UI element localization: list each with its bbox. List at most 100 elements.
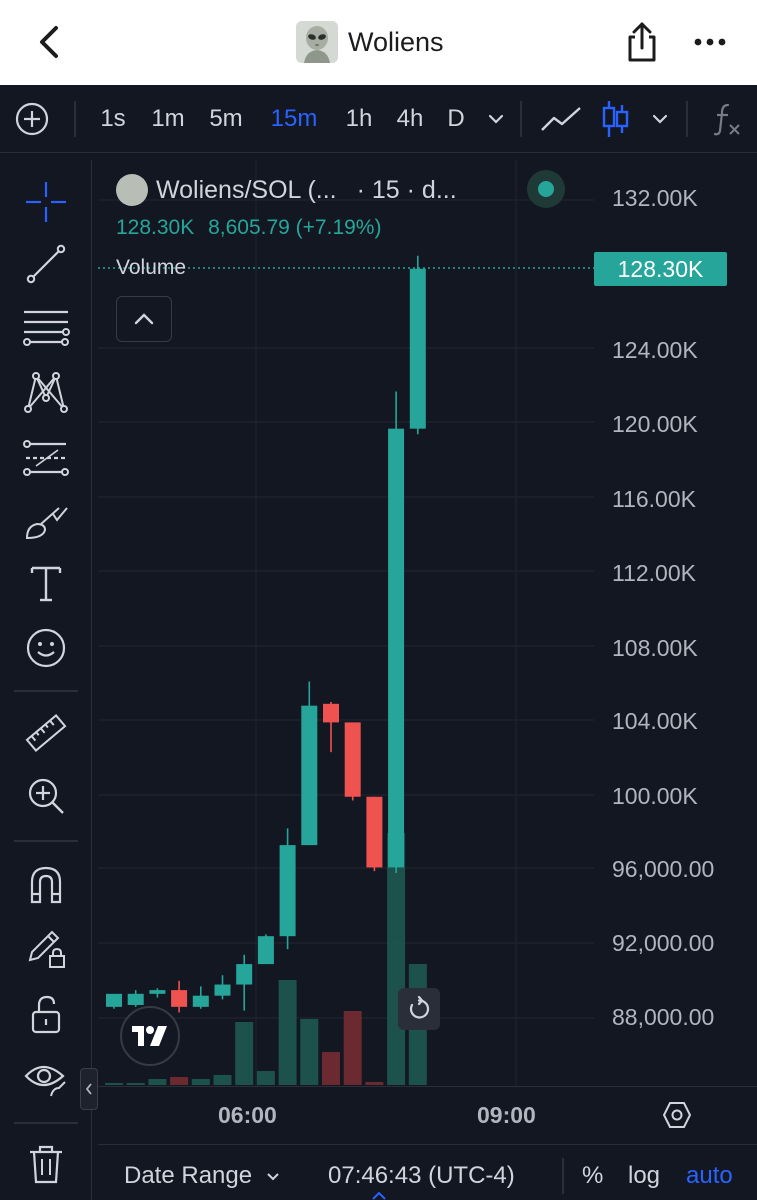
app-header: Woliens — [0, 0, 757, 85]
volume-bar — [191, 1079, 210, 1085]
line-chart-icon — [541, 107, 581, 131]
add-symbol-button[interactable] — [12, 85, 52, 153]
chart-type-dropdown[interactable] — [648, 85, 672, 153]
brush-tool[interactable] — [18, 494, 74, 550]
candle-body — [236, 964, 253, 985]
volume-bar — [300, 1019, 319, 1085]
hide-drawings-tool[interactable] — [18, 1050, 74, 1106]
candle-body — [257, 936, 274, 965]
tools-divider — [14, 840, 78, 842]
candle-body — [214, 984, 231, 996]
smiley-icon — [26, 628, 66, 668]
pattern-tool[interactable] — [18, 364, 74, 420]
tradingview-logo-icon — [132, 1026, 167, 1046]
brush-icon — [25, 507, 68, 540]
timezone-clock[interactable]: 07:46:43 (UTC-4) — [328, 1162, 515, 1189]
share-icon — [628, 22, 656, 62]
chart-toolbar: 1s 1m 5m 15m 1h 4h D — [0, 85, 757, 153]
function-fx-icon — [713, 103, 740, 136]
toolbar-divider — [520, 101, 522, 137]
candle-body — [127, 993, 144, 1005]
interval-1m[interactable]: 1m — [151, 105, 185, 132]
plus-circle-icon — [15, 102, 49, 136]
interval-1s[interactable]: 1s — [100, 105, 126, 132]
price-tick-label: 112.00K — [612, 560, 696, 586]
emoji-tool[interactable] — [18, 620, 74, 676]
interval-d[interactable]: D — [447, 105, 465, 132]
volume-bar — [322, 1052, 340, 1085]
more-options-button[interactable] — [690, 30, 730, 54]
bottom-divider — [562, 1158, 564, 1194]
time-axis[interactable] — [98, 1086, 757, 1144]
candle-body — [344, 722, 361, 797]
legend-change: 8,605.79 (+7.19%) — [208, 216, 382, 239]
line-chart-button[interactable] — [538, 85, 584, 153]
candle-body — [388, 428, 405, 868]
chart-pane[interactable] — [98, 160, 757, 1086]
ruler-icon — [25, 714, 67, 752]
volume-bar — [105, 1083, 123, 1085]
share-button[interactable] — [624, 20, 660, 64]
candlestick-icon — [602, 101, 629, 137]
auto-scale-toggle[interactable]: auto — [686, 1162, 733, 1189]
magnet-tool[interactable] — [18, 856, 74, 912]
interval-5m[interactable]: 5m — [209, 105, 243, 132]
legend-symbol-row[interactable]: Woliens/SOL (... · 15 · d... — [116, 174, 457, 206]
chart-settings-button[interactable] — [662, 1100, 692, 1130]
time-label-0900: 09:00 — [477, 1102, 536, 1128]
candle-body — [149, 990, 166, 994]
trend-line-tool[interactable] — [18, 236, 74, 292]
text-icon — [30, 566, 62, 602]
lock-all-tool[interactable] — [18, 986, 74, 1042]
volume-bar — [148, 1079, 167, 1085]
back-button[interactable] — [34, 22, 66, 62]
lock-drawing-tool[interactable] — [18, 920, 74, 976]
ellipsis-icon — [694, 38, 726, 46]
reset-chart-button[interactable] — [398, 988, 440, 1030]
drawing-toolbar — [0, 160, 92, 1200]
date-range-button[interactable]: Date Range — [124, 1162, 281, 1190]
price-tick-label: 100.00K — [612, 783, 698, 809]
tools-divider — [14, 690, 78, 692]
projection-tool[interactable] — [18, 430, 74, 486]
collapse-legend-button[interactable] — [116, 296, 172, 342]
page-title: Woliens — [348, 26, 444, 57]
crosshair-tool[interactable] — [18, 174, 74, 230]
zoom-tool[interactable] — [18, 768, 74, 824]
interval-4h[interactable]: 4h — [396, 105, 424, 132]
price-tick-label: 116.00K — [612, 486, 696, 512]
price-tick-label: 132.00K — [612, 185, 698, 211]
candle-body — [106, 993, 122, 1007]
alien-avatar-icon — [296, 21, 338, 63]
volume-bar — [170, 1077, 189, 1085]
refresh-icon — [409, 996, 430, 1019]
indicators-button[interactable] — [708, 85, 744, 153]
toolbar-collapse-handle[interactable] — [80, 1068, 98, 1110]
percent-scale-toggle[interactable]: % — [582, 1162, 604, 1189]
volume-bar — [278, 980, 297, 1085]
interval-dropdown[interactable] — [484, 85, 508, 153]
volume-bar — [343, 1011, 362, 1085]
volume-indicator-label[interactable]: Volume — [116, 256, 187, 279]
interval-15m[interactable]: 15m — [270, 105, 318, 132]
legend-meta: · 15 · d... — [356, 175, 457, 204]
xabcd-pattern-icon — [24, 372, 68, 413]
fib-retracement-tool[interactable] — [18, 300, 74, 356]
tradingview-logo[interactable] — [120, 1006, 180, 1066]
text-tool[interactable] — [18, 556, 74, 612]
price-tick-label: 104.00K — [612, 708, 698, 734]
crosshair-icon — [26, 182, 66, 222]
horizontal-lines-icon — [23, 310, 70, 346]
log-scale-toggle[interactable]: log — [628, 1162, 661, 1189]
last-price-label: 128.30K — [594, 252, 727, 286]
legend-symbol: Woliens/SOL (... — [156, 175, 337, 204]
candles-chart-button[interactable] — [598, 85, 632, 153]
ruler-tool[interactable] — [18, 706, 74, 762]
candle-body — [366, 796, 383, 868]
toolbar-divider — [74, 101, 76, 137]
remove-drawings-tool[interactable] — [18, 1136, 74, 1192]
market-status-indicator[interactable] — [527, 170, 565, 208]
toolbar-divider — [686, 101, 688, 137]
time-label-0600: 06:00 — [218, 1102, 277, 1128]
interval-1h[interactable]: 1h — [345, 105, 373, 132]
